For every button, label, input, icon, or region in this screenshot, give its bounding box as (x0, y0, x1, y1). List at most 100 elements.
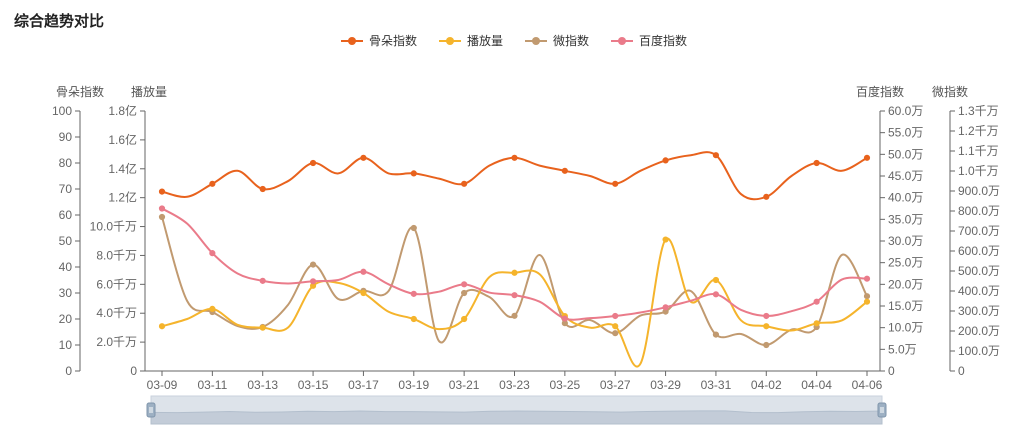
y-tick-label: 100 (52, 104, 72, 118)
y-tick-label: 600.0万 (958, 244, 1000, 258)
legend-item[interactable]: 播放量 (438, 32, 503, 49)
series-line-2 (161, 216, 868, 347)
y-axis-name-right-1: 百度指数 (856, 85, 905, 99)
data-point (561, 167, 568, 174)
y-tick-label: 400.0万 (958, 284, 1000, 298)
y-tick-label: 700.0万 (958, 224, 1000, 238)
legend-label: 微指数 (553, 34, 590, 48)
y-tick-label: 0 (958, 364, 965, 378)
y-tick-label: 100.0万 (958, 344, 1000, 358)
data-point (863, 154, 871, 161)
page-title: 综合趋势对比 (14, 13, 105, 30)
y-tick-label: 50.0万 (888, 147, 923, 161)
data-point (360, 154, 367, 161)
x-tick-label: 03-11 (197, 378, 227, 392)
y-tick-label: 45.0万 (888, 169, 923, 183)
data-point (410, 224, 417, 232)
x-tick-label: 03-27 (600, 378, 631, 392)
x-tick-label: 03-19 (398, 378, 429, 392)
data-point (461, 281, 468, 288)
x-tick-label: 03-15 (298, 378, 329, 392)
data-point (712, 331, 720, 338)
data-point (662, 304, 669, 311)
y-tick-label: 10.0千万 (90, 220, 137, 234)
zoom-handle-left[interactable] (146, 402, 156, 418)
y-tick-label: 60 (59, 208, 73, 222)
y-tick-label: 20 (59, 312, 73, 326)
x-tick-label: 04-04 (801, 378, 832, 392)
y-tick-label: 1.4亿 (108, 161, 137, 176)
y-tick-label: 30 (59, 286, 73, 300)
y-tick-label: 1.2亿 (108, 190, 137, 205)
data-point (863, 275, 871, 282)
y-tick-label: 500.0万 (958, 264, 1000, 278)
data-point (612, 330, 619, 337)
y-tick-label: 25.0万 (888, 256, 923, 270)
series-line-1 (161, 237, 868, 368)
y-tick-label: 800.0万 (958, 204, 1000, 218)
data-point (158, 205, 166, 212)
y-tick-label: 6.0千万 (96, 277, 137, 291)
y-tick-label: 1.6亿 (108, 132, 137, 147)
y-axis-name-right-2: 微指数 (932, 85, 969, 99)
y-tick-label: 1.8亿 (108, 103, 137, 118)
data-point (309, 261, 317, 268)
legend-swatch (438, 36, 461, 46)
data-point (662, 236, 669, 243)
x-tick-label: 03-13 (247, 378, 278, 392)
data-point (511, 312, 518, 319)
data-point (209, 250, 216, 257)
y-tick-label: 0 (65, 364, 72, 378)
data-point (813, 320, 820, 327)
y-tick-label: 70 (59, 182, 73, 196)
y-tick-label: 80 (59, 156, 73, 170)
data-point (863, 293, 871, 300)
y-tick-label: 1.2千万 (958, 124, 999, 138)
legend-item[interactable]: 微指数 (525, 32, 589, 49)
x-tick-label: 03-17 (348, 378, 379, 392)
series-line-3 (161, 207, 868, 321)
data-point (158, 323, 166, 330)
y-tick-label: 60.0万 (888, 104, 923, 118)
data-point (410, 315, 417, 323)
y-tick-label: 200.0万 (958, 324, 1000, 338)
data-point (461, 180, 468, 187)
data-point (259, 277, 266, 284)
data-point (259, 185, 266, 193)
y-tick-label: 10 (59, 338, 73, 352)
y-tick-label: 15.0万 (888, 299, 923, 313)
y-tick-label: 900.0万 (958, 184, 1000, 198)
y-tick-label: 1.1千万 (958, 144, 999, 158)
x-tick-label: 04-02 (751, 378, 782, 392)
data-point (612, 312, 619, 320)
x-tick-label: 03-09 (147, 378, 178, 392)
data-point (763, 323, 770, 330)
legend-item[interactable]: 骨朵指数 (340, 32, 417, 49)
y-tick-label: 40 (59, 260, 73, 274)
data-point (360, 268, 367, 275)
legend-swatch (611, 36, 634, 46)
data-point (612, 180, 619, 187)
legend-label: 骨朵指数 (368, 34, 417, 48)
y-tick-label: 8.0千万 (96, 248, 137, 262)
legend-item[interactable]: 百度指数 (611, 32, 687, 49)
data-point (813, 298, 820, 305)
y-axis-name-left-1: 骨朵指数 (56, 85, 105, 99)
zoom-handle-right[interactable] (877, 402, 887, 418)
data-point (763, 341, 770, 349)
chart-legend[interactable]: 骨朵指数 播放量 微指数 百度指数 (0, 32, 1028, 49)
y-tick-label: 0 (888, 364, 895, 378)
y-tick-label: 0 (130, 364, 137, 378)
data-point (309, 159, 317, 167)
y-tick-label: 40.0万 (888, 191, 923, 205)
y-tick-label: 55.0万 (888, 126, 923, 140)
data-point (360, 289, 367, 297)
y-axis-name-left-2: 播放量 (131, 85, 168, 99)
y-tick-label: 10.0万 (888, 321, 923, 335)
data-point (763, 312, 770, 320)
data-point (309, 278, 317, 285)
y-tick-label: 2.0千万 (96, 335, 137, 349)
y-tick-label: 50 (59, 234, 73, 248)
legend-swatch (525, 36, 547, 46)
